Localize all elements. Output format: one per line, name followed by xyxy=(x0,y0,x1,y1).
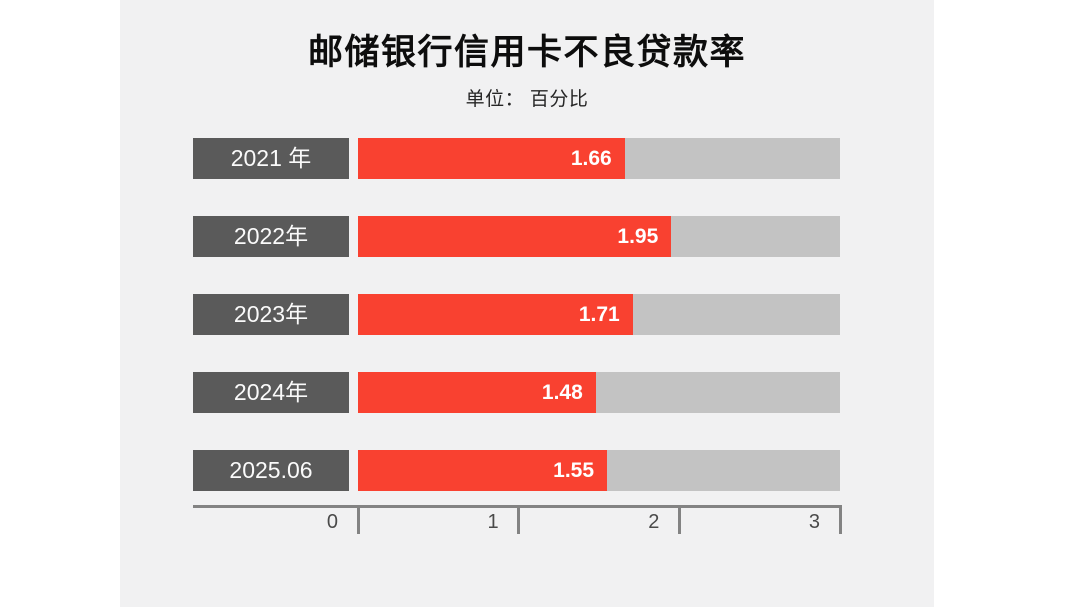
bar-fill: 1.48 xyxy=(358,372,596,413)
x-axis-tick-label: 0 xyxy=(326,511,338,533)
bar-value-label: 1.48 xyxy=(541,381,583,404)
x-axis-line xyxy=(193,505,840,508)
bar-track: 1.55 xyxy=(358,450,840,491)
bar-fill: 1.66 xyxy=(358,138,625,179)
category-label-box: 2025.06 xyxy=(193,450,349,491)
bar-fill: 1.55 xyxy=(358,450,608,491)
bar-value-label: 1.55 xyxy=(553,459,595,482)
category-label-box: 2022年 xyxy=(193,216,349,257)
bar-track: 1.95 xyxy=(358,216,840,257)
bar-row: 2022年 1.95 xyxy=(120,216,934,257)
x-axis-tick-mark xyxy=(356,505,360,534)
x-axis-tick-label: 2 xyxy=(648,511,660,533)
x-axis-tick-mark xyxy=(677,505,681,534)
chart-unit-label: 单位： 百分比 xyxy=(465,89,589,110)
bar-value-label: 1.95 xyxy=(617,225,659,248)
bar-row: 2023年 1.71 xyxy=(120,294,934,335)
x-axis-tick-mark xyxy=(517,505,521,534)
category-label-box: 2024年 xyxy=(193,372,349,413)
bar-row: 2025.06 1.55 xyxy=(120,450,934,491)
bar-track: 1.48 xyxy=(358,372,840,413)
category-label-box: 2021 年 xyxy=(193,138,349,179)
bar-track: 1.66 xyxy=(358,138,840,179)
bar-track: 1.71 xyxy=(358,294,840,335)
chart-title: 邮储银行信用卡不良贷款率 xyxy=(307,33,746,72)
bar-fill: 1.71 xyxy=(358,294,633,335)
category-label-box: 2023年 xyxy=(193,294,349,335)
bar-row: 2021 年 1.66 xyxy=(120,138,934,179)
x-axis-tick-label: 3 xyxy=(808,511,820,533)
bar-fill: 1.95 xyxy=(358,216,672,257)
bar-value-label: 1.66 xyxy=(570,147,612,170)
x-axis-tick-label: 1 xyxy=(487,511,499,533)
chart-canvas: 邮储银行信用卡不良贷款率 单位： 百分比 2021 年 1.66 2022年 1.95… xyxy=(120,0,934,607)
x-axis-tick-mark xyxy=(838,505,842,534)
bar-value-label: 1.71 xyxy=(578,303,620,326)
bar-row: 2024年 1.48 xyxy=(120,372,934,413)
